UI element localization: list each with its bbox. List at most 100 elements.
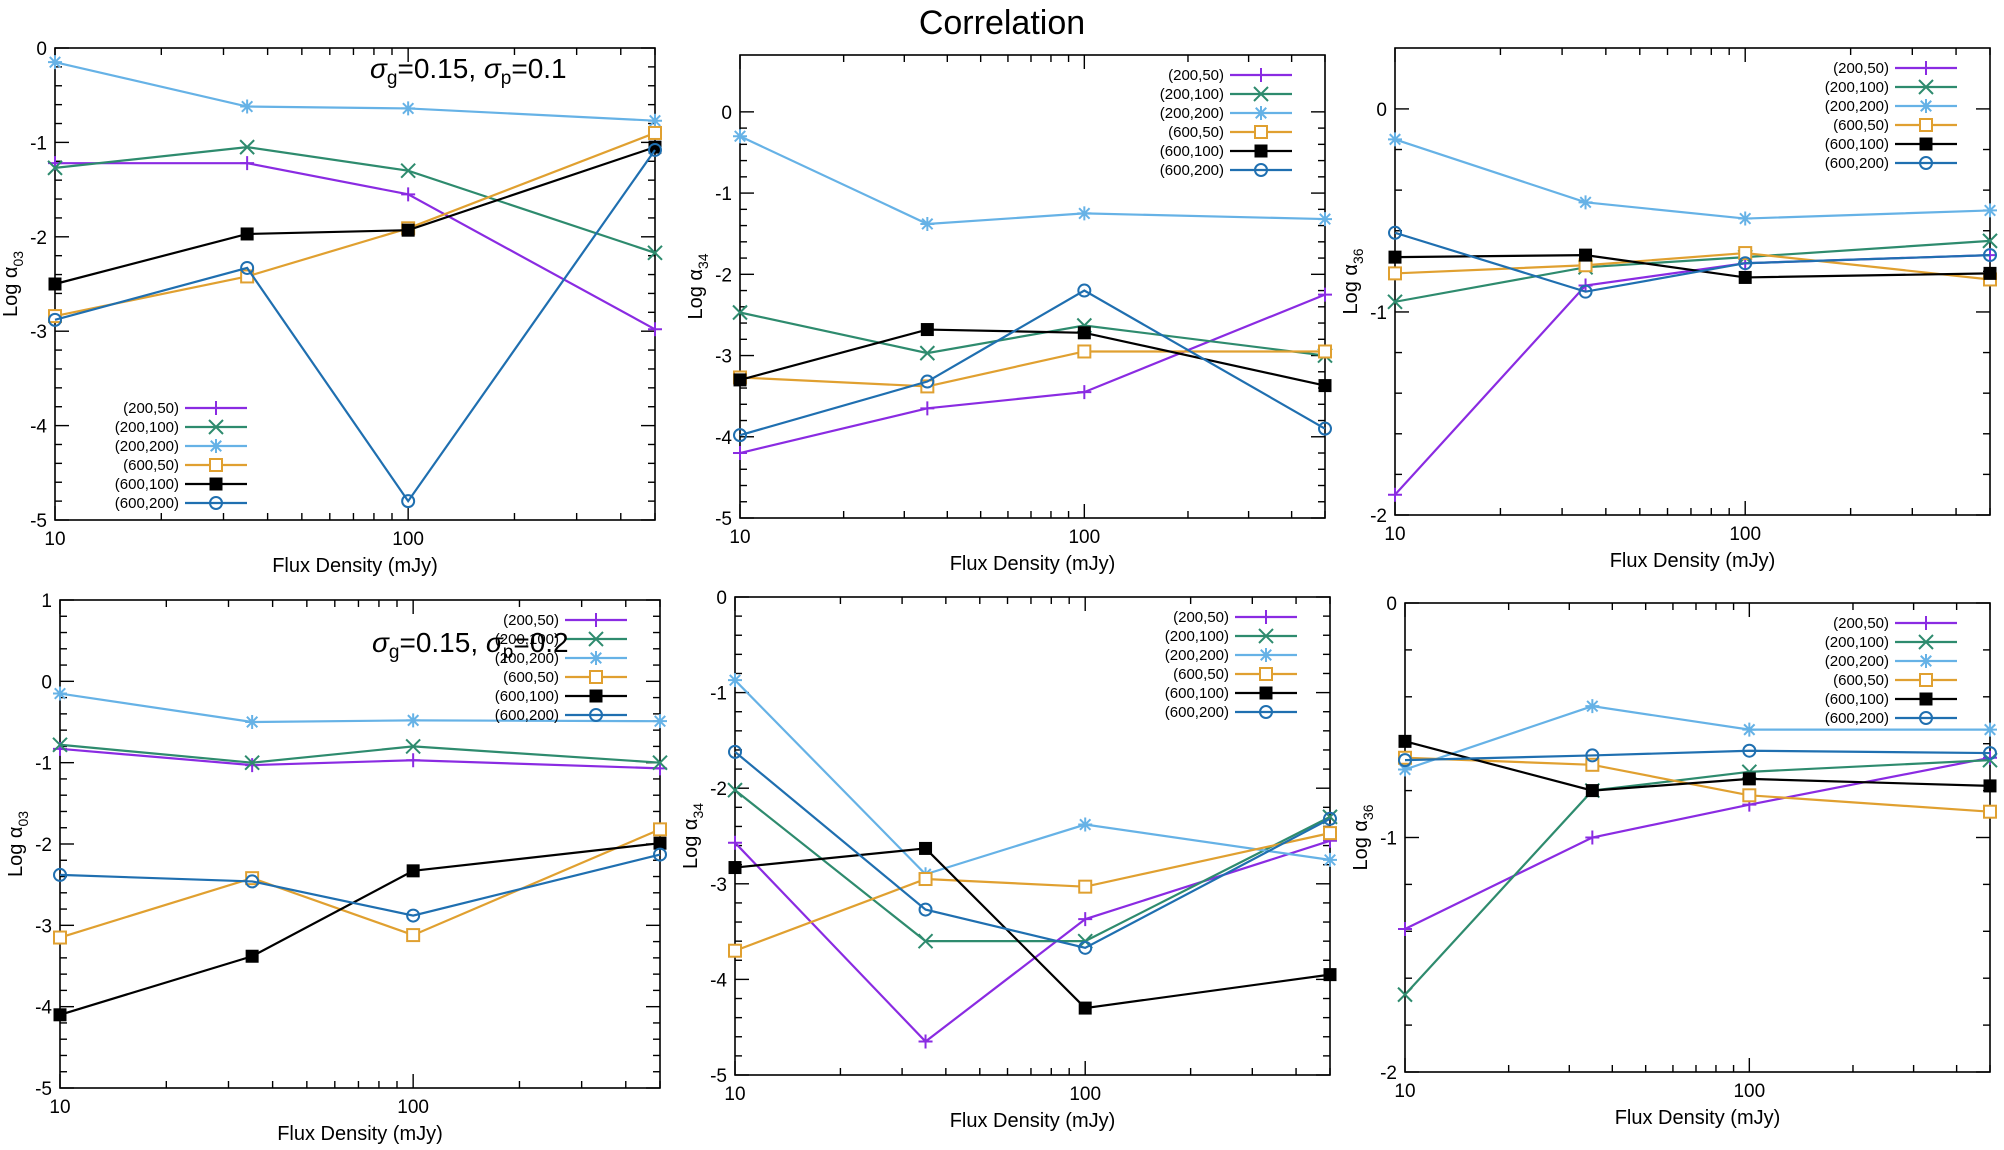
x-tick-label: 10 bbox=[729, 527, 750, 548]
data-point-(200,100) bbox=[52, 737, 68, 753]
data-point-(200,200) bbox=[406, 713, 421, 728]
legend-marker-(200,50) bbox=[1254, 68, 1268, 82]
legend: (200,50) (200,100) (200,200) (600,50) (600,1… bbox=[1825, 60, 1957, 172]
legend-label: (200,50) bbox=[1168, 67, 1224, 84]
x-tick-label: 10 bbox=[724, 1084, 745, 1105]
data-point-(600,100) bbox=[1983, 779, 1997, 793]
data-point-(600,50) bbox=[1077, 344, 1092, 359]
y-tick-label: -3 bbox=[35, 916, 52, 937]
legend-label: (600,200) bbox=[1825, 155, 1889, 172]
data-point-(600,100) bbox=[1983, 266, 1997, 280]
sigma-p-value: =0.1 bbox=[511, 53, 566, 84]
sigma-g-value: =0.15, bbox=[399, 627, 485, 658]
data-point-(200,50) bbox=[401, 187, 416, 202]
data-point-(200,200) bbox=[240, 99, 255, 114]
y-tick-label: -5 bbox=[715, 509, 732, 530]
legend-label: (200,50) bbox=[123, 400, 179, 417]
plot-frame bbox=[1394, 47, 1991, 516]
series-line-(600,200) bbox=[54, 149, 656, 504]
legend: (200,50) (200,100) (200,200) (600,50) (600,1… bbox=[1165, 609, 1297, 721]
data-point-(600,200) bbox=[245, 874, 260, 889]
legend-label: (600,50) bbox=[503, 669, 559, 686]
legend-label: (200,50) bbox=[1173, 609, 1229, 626]
legend-marker-(600,200) bbox=[589, 708, 603, 722]
series-line-(200,50) bbox=[1394, 254, 1991, 496]
series-line-(200,100) bbox=[54, 146, 656, 254]
y-tick-label: 0 bbox=[41, 672, 52, 693]
legend-marker-(600,200) bbox=[209, 496, 223, 510]
data-point-(600,50) bbox=[1983, 804, 1997, 819]
legend-label: (200,100) bbox=[1825, 79, 1889, 96]
legend-label: (200,100) bbox=[1825, 634, 1889, 651]
data-point-(600,100) bbox=[920, 323, 934, 337]
series-line-(600,100) bbox=[1404, 740, 1991, 792]
x-axis-label: Flux Density (mJy) bbox=[277, 1123, 443, 1145]
data-point-(600,50) bbox=[1078, 879, 1093, 894]
chart-panel-5: 10 100 0 -1 -2 -3 -4 -5 Flux Density (mJy) Log α3… bbox=[680, 588, 1338, 1132]
data-point-(200,100) bbox=[405, 738, 421, 755]
data-point-(600,50) bbox=[648, 125, 662, 140]
data-point-(600,200) bbox=[733, 428, 747, 443]
series-line-(200,50) bbox=[1404, 756, 1991, 930]
plot-frame bbox=[1404, 602, 1991, 1073]
series-line-(600,50) bbox=[54, 131, 656, 318]
legend-marker-(600,100) bbox=[589, 689, 603, 703]
legend-marker-(600,100) bbox=[209, 477, 223, 491]
legend-marker-(200,100) bbox=[1918, 634, 1934, 650]
legend-label: (600,200) bbox=[1825, 710, 1889, 727]
series-line-(200,100) bbox=[1404, 759, 1991, 996]
legend-marker-(600,200) bbox=[1259, 705, 1273, 719]
y-tick-label: -4 bbox=[30, 417, 47, 438]
data-point-(600,200) bbox=[728, 744, 742, 759]
sigma-g-subscript: g bbox=[387, 68, 398, 89]
legend-marker-(200,200) bbox=[209, 439, 223, 453]
x-tick-label: 100 bbox=[1729, 524, 1761, 545]
legend-marker-(600,50) bbox=[1254, 125, 1268, 139]
legend-marker-(200,200) bbox=[1919, 654, 1933, 668]
legend-label: (200,200) bbox=[1825, 653, 1889, 670]
series-line-(600,50) bbox=[734, 832, 1331, 952]
data-point-(600,200) bbox=[918, 902, 933, 917]
y-axis-label-main: Log α bbox=[0, 267, 22, 318]
data-point-(200,100) bbox=[727, 782, 743, 798]
y-axis-label-subscript: 03 bbox=[10, 251, 26, 267]
y-tick-label: -3 bbox=[710, 875, 727, 896]
data-point-(600,200) bbox=[1078, 940, 1093, 955]
data-point-(200,100) bbox=[647, 245, 663, 261]
data-point-(200,50) bbox=[1078, 912, 1093, 927]
data-point-(600,100) bbox=[240, 227, 254, 241]
legend-marker-(600,100) bbox=[1919, 137, 1933, 151]
y-tick-label: -4 bbox=[710, 970, 727, 991]
data-point-(600,50) bbox=[53, 930, 67, 945]
y-axis-label: Log α36 bbox=[1340, 248, 1366, 314]
sigma-g-value: =0.15, bbox=[397, 53, 483, 84]
series-line-(200,100) bbox=[59, 743, 661, 764]
data-point-(200,50) bbox=[920, 401, 935, 416]
legend-marker-(600,50) bbox=[1919, 673, 1933, 687]
data-point-(200,200) bbox=[1738, 211, 1753, 226]
legend-marker-(200,100) bbox=[1253, 86, 1269, 102]
data-point-(200,100) bbox=[400, 163, 416, 179]
y-tick-label: -1 bbox=[1380, 829, 1397, 850]
y-tick-label: -2 bbox=[1370, 506, 1387, 527]
legend: (200,50) (200,100) (200,200) (600,50) (600,1… bbox=[1160, 67, 1292, 179]
data-point-(600,100) bbox=[1077, 326, 1091, 340]
y-tick-label: -4 bbox=[715, 428, 732, 449]
data-point-(600,100) bbox=[1388, 250, 1402, 264]
y-tick-label: -1 bbox=[710, 684, 727, 705]
legend-marker-(600,200) bbox=[1254, 163, 1268, 177]
data-point-(600,100) bbox=[1579, 248, 1593, 262]
data-point-(600,100) bbox=[728, 861, 742, 875]
y-tick-label: 0 bbox=[36, 39, 47, 60]
data-point-(200,200) bbox=[1078, 817, 1093, 832]
legend-label: (600,100) bbox=[495, 688, 559, 705]
chart-panel-3: 10 100 0 -1 -2 Flux Density (mJy) Log α36 (200,… bbox=[1340, 47, 1998, 572]
y-axis-label-subscript: 36 bbox=[1350, 248, 1366, 264]
data-point-(200,100) bbox=[1982, 233, 1998, 249]
y-tick-label: -5 bbox=[710, 1066, 727, 1087]
y-axis-label-main: Log α bbox=[1340, 264, 1362, 315]
data-point-(200,100) bbox=[917, 933, 934, 949]
data-point-(600,200) bbox=[920, 374, 935, 389]
legend-marker-(200,50) bbox=[209, 401, 223, 415]
y-tick-label: -1 bbox=[715, 184, 732, 205]
